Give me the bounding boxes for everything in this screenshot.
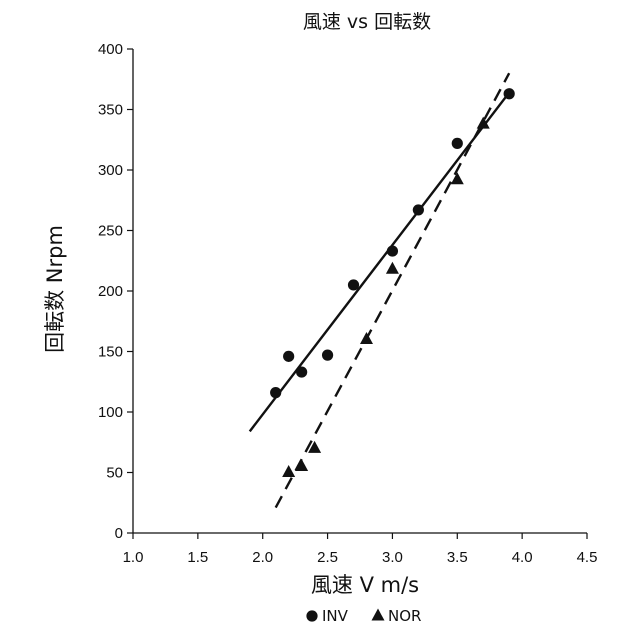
data-point-inv	[296, 366, 307, 377]
legend-label-inv: INV	[322, 607, 349, 625]
x-tick-label: 4.0	[512, 549, 533, 566]
data-point-inv	[387, 245, 398, 256]
trendline-inv	[250, 93, 509, 432]
data-point-inv	[504, 88, 515, 99]
y-tick-label: 100	[98, 404, 123, 421]
data-point-nor	[386, 262, 399, 274]
data-point-inv	[452, 138, 463, 149]
x-tick-label: 4.5	[577, 549, 598, 566]
data-point-nor	[360, 332, 373, 344]
data-point-inv	[413, 204, 424, 215]
y-tick-label: 350	[98, 102, 123, 119]
data-point-inv	[270, 387, 281, 398]
x-tick-label: 1.5	[187, 549, 208, 566]
y-tick-label: 400	[98, 41, 123, 58]
legend: INV NOR	[306, 607, 421, 625]
data-point-nor	[451, 172, 464, 184]
legend-label-nor: NOR	[388, 607, 421, 625]
y-axis-title: 回転数 Nrpm	[43, 225, 67, 353]
chart-title: 風速 vs 回転数	[303, 11, 431, 33]
data-point-nor	[477, 117, 490, 129]
data-point-inv	[322, 350, 333, 361]
data-point-nor	[295, 459, 308, 471]
data-point-inv	[283, 351, 294, 362]
x-tick-label: 2.0	[252, 549, 273, 566]
legend-marker-nor	[372, 609, 385, 621]
y-tick-label: 0	[115, 525, 123, 542]
legend-marker-inv	[306, 610, 317, 621]
x-tick-label: 1.0	[123, 549, 144, 566]
x-axis-title: 風速 V m/s	[311, 573, 419, 597]
y-tick-label: 50	[106, 465, 123, 482]
x-tick-label: 3.0	[382, 549, 403, 566]
data-point-nor	[282, 465, 295, 477]
y-tick-label: 200	[98, 283, 123, 300]
y-tick-label: 150	[98, 344, 123, 361]
plot-area: 0 50 100 150 200 250 300 350 400 1.0 1.5 2.0 2.5 3.0 3…	[98, 41, 597, 566]
y-tick-label: 300	[98, 162, 123, 179]
x-tick-label: 3.5	[447, 549, 468, 566]
data-point-inv	[348, 279, 359, 290]
x-tick-label: 2.5	[317, 549, 338, 566]
y-tick-label: 250	[98, 223, 123, 240]
